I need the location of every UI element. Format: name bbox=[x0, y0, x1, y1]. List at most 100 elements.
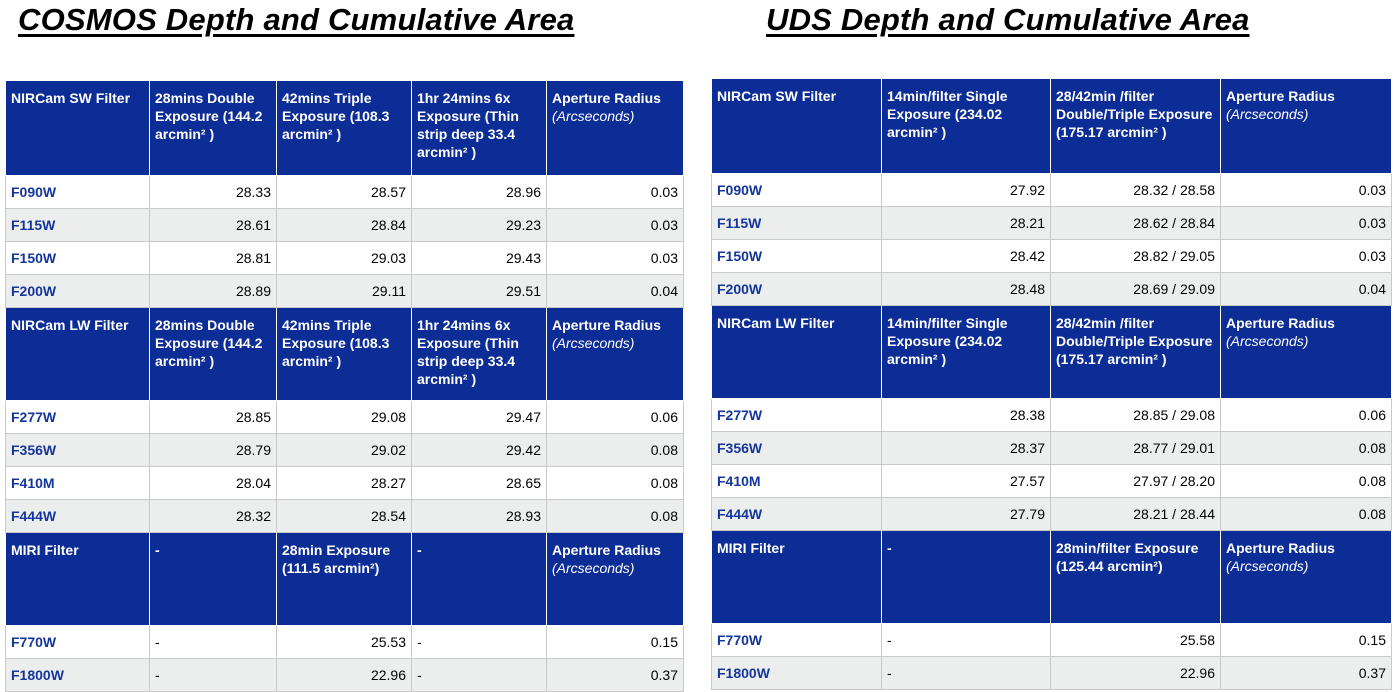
value-cell: 28.48 bbox=[881, 272, 1051, 306]
header-label: NIRCam SW Filter bbox=[11, 90, 131, 106]
header-cell: Aperture Radius (Arcseconds) bbox=[1220, 305, 1392, 399]
header-cell: - bbox=[881, 530, 1051, 624]
header-label: Aperture Radius bbox=[1226, 315, 1335, 331]
table-row: F410M 27.57 27.97 / 28.20 0.08 bbox=[711, 464, 1392, 498]
header-unit-note: (Arcseconds) bbox=[552, 560, 635, 576]
value-cell: 28.77 / 29.01 bbox=[1050, 431, 1221, 465]
header-cell: 28min Exposure (111.5 arcmin²) bbox=[276, 532, 412, 626]
header-label: - bbox=[417, 542, 422, 558]
value-cell: 28.93 bbox=[411, 499, 547, 533]
value-cell: 25.58 bbox=[1050, 623, 1221, 657]
value-cell: 28.96 bbox=[411, 175, 547, 209]
header-unit-note: (Arcseconds) bbox=[552, 335, 635, 351]
value-cell: 0.04 bbox=[546, 274, 684, 308]
value-cell: 27.92 bbox=[881, 173, 1051, 207]
value-cell: 28.27 bbox=[276, 466, 412, 500]
value-cell: 0.03 bbox=[546, 241, 684, 275]
header-unit-note: (Arcseconds) bbox=[1226, 558, 1309, 574]
value-cell: 29.23 bbox=[411, 208, 547, 242]
value-cell: - bbox=[881, 656, 1051, 690]
value-cell: 0.03 bbox=[1220, 206, 1392, 240]
table-row: F277W 28.38 28.85 / 29.08 0.06 bbox=[711, 398, 1392, 432]
header-cell: 1hr 24mins 6x Exposure (Thin strip deep … bbox=[411, 80, 547, 176]
header-label: 14min/filter Single Exposure (234.02 arc… bbox=[887, 88, 1008, 140]
header-label: MIRI Filter bbox=[717, 540, 785, 556]
table-row: F200W 28.48 28.69 / 29.09 0.04 bbox=[711, 272, 1392, 306]
table-row: F150W 28.42 28.82 / 29.05 0.03 bbox=[711, 239, 1392, 273]
header-cell: 28/42min /filter Double/Triple Exposure … bbox=[1050, 78, 1221, 174]
filter-name-cell: F356W bbox=[5, 433, 150, 467]
table-row: F356W 28.37 28.77 / 29.01 0.08 bbox=[711, 431, 1392, 465]
header-label: 28mins Double Exposure (144.2 arcmin² ) bbox=[155, 317, 263, 369]
table-row: F356W 28.79 29.02 29.42 0.08 bbox=[5, 433, 684, 467]
header-cell: Aperture Radius (Arcseconds) bbox=[546, 307, 684, 401]
value-cell: 27.57 bbox=[881, 464, 1051, 498]
filter-name-cell: F770W bbox=[5, 625, 150, 659]
filter-name-cell: F115W bbox=[5, 208, 150, 242]
value-cell: 28.69 / 29.09 bbox=[1050, 272, 1221, 306]
value-cell: 28.04 bbox=[149, 466, 277, 500]
header-cell: NIRCam LW Filter bbox=[711, 305, 882, 399]
value-cell: 28.38 bbox=[881, 398, 1051, 432]
header-cell: Aperture Radius (Arcseconds) bbox=[1220, 78, 1392, 174]
cosmos-lw-section: NIRCam LW Filter 28mins Double Exposure (… bbox=[5, 307, 684, 533]
header-cell: 14min/filter Single Exposure (234.02 arc… bbox=[881, 305, 1051, 399]
filter-name-cell: F150W bbox=[711, 239, 882, 273]
header-row: MIRI Filter - 28min/filter Exposure (125.4… bbox=[711, 530, 1392, 624]
value-cell: 28.79 bbox=[149, 433, 277, 467]
value-cell: 0.04 bbox=[1220, 272, 1392, 306]
value-cell: 29.47 bbox=[411, 400, 547, 434]
filter-name-cell: F090W bbox=[711, 173, 882, 207]
value-cell: 28.89 bbox=[149, 274, 277, 308]
value-cell: 29.11 bbox=[276, 274, 412, 308]
value-cell: - bbox=[881, 623, 1051, 657]
value-cell: 28.54 bbox=[276, 499, 412, 533]
header-label: 28/42min /filter Double/Triple Exposure … bbox=[1056, 315, 1213, 367]
header-cell: 14min/filter Single Exposure (234.02 arc… bbox=[881, 78, 1051, 174]
header-cell: 28min/filter Exposure (125.44 arcmin²) bbox=[1050, 530, 1221, 624]
value-cell: 28.21 / 28.44 bbox=[1050, 497, 1221, 531]
header-cell: 42mins Triple Exposure (108.3 arcmin² ) bbox=[276, 80, 412, 176]
header-cell: 42mins Triple Exposure (108.3 arcmin² ) bbox=[276, 307, 412, 401]
header-label: MIRI Filter bbox=[11, 542, 79, 558]
header-label: 42mins Triple Exposure (108.3 arcmin² ) bbox=[282, 317, 390, 369]
value-cell: 28.42 bbox=[881, 239, 1051, 273]
filter-name-cell: F444W bbox=[5, 499, 150, 533]
filter-name-cell: F1800W bbox=[5, 658, 150, 692]
value-cell: - bbox=[411, 625, 547, 659]
header-label: 28min/filter Exposure (125.44 arcmin²) bbox=[1056, 540, 1199, 574]
header-cell: MIRI Filter bbox=[711, 530, 882, 624]
header-row: NIRCam SW Filter 28mins Double Exposure (… bbox=[5, 80, 684, 176]
header-label: NIRCam SW Filter bbox=[717, 88, 837, 104]
table-row: F444W 27.79 28.21 / 28.44 0.08 bbox=[711, 497, 1392, 531]
table-row: F410M 28.04 28.27 28.65 0.08 bbox=[5, 466, 684, 500]
table-row: F770W -25.53-0.15 bbox=[5, 625, 684, 659]
value-cell: 28.57 bbox=[276, 175, 412, 209]
filter-name-cell: F200W bbox=[711, 272, 882, 306]
filter-name-cell: F277W bbox=[5, 400, 150, 434]
header-label: Aperture Radius bbox=[552, 90, 661, 106]
header-cell: - bbox=[149, 532, 277, 626]
value-cell: 0.06 bbox=[1220, 398, 1392, 432]
value-cell: 28.62 / 28.84 bbox=[1050, 206, 1221, 240]
value-cell: 22.96 bbox=[276, 658, 412, 692]
value-cell: 0.03 bbox=[1220, 239, 1392, 273]
filter-name-cell: F200W bbox=[5, 274, 150, 308]
header-unit-note: (Arcseconds) bbox=[1226, 106, 1309, 122]
value-cell: 28.65 bbox=[411, 466, 547, 500]
header-cell: 28mins Double Exposure (144.2 arcmin² ) bbox=[149, 80, 277, 176]
table-row: F770W -25.58 0.15 bbox=[711, 623, 1392, 657]
table-row: F090W 28.33 28.57 28.96 0.03 bbox=[5, 175, 684, 209]
header-cell: NIRCam LW Filter bbox=[5, 307, 150, 401]
value-cell: 0.08 bbox=[546, 499, 684, 533]
value-cell: 28.21 bbox=[881, 206, 1051, 240]
filter-name-cell: F410M bbox=[5, 466, 150, 500]
header-label: Aperture Radius bbox=[1226, 88, 1335, 104]
value-cell: - bbox=[149, 625, 277, 659]
value-cell: 0.03 bbox=[546, 175, 684, 209]
value-cell: 28.85 / 29.08 bbox=[1050, 398, 1221, 432]
header-label: 1hr 24mins 6x Exposure (Thin strip deep … bbox=[417, 317, 519, 387]
table-row: F150W 28.81 29.03 29.43 0.03 bbox=[5, 241, 684, 275]
table-row: F1800W -22.96-0.37 bbox=[5, 658, 684, 692]
filter-name-cell: F410M bbox=[711, 464, 882, 498]
